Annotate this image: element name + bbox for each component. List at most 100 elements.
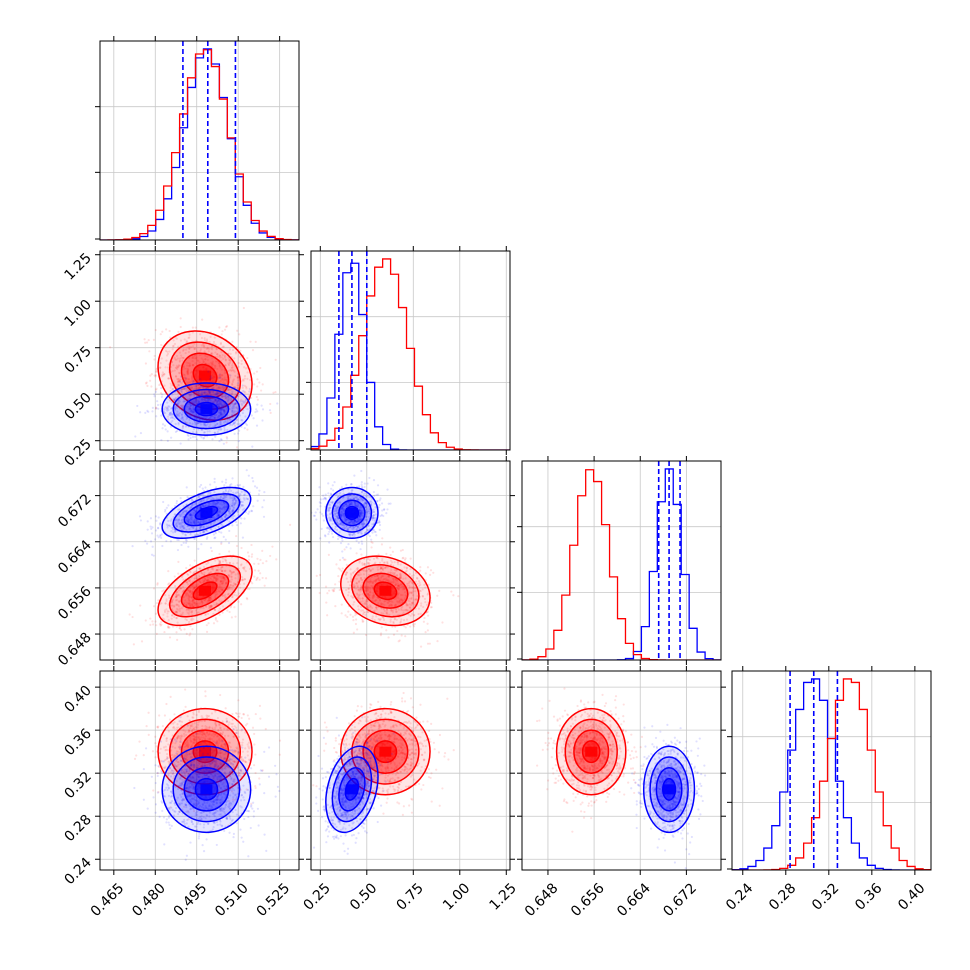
sample-point bbox=[242, 402, 245, 405]
sample-point bbox=[373, 494, 376, 497]
sample-point bbox=[220, 411, 223, 415]
sample-point bbox=[252, 505, 255, 508]
sample-point bbox=[168, 413, 171, 417]
sample-point bbox=[274, 358, 277, 361]
sample-point bbox=[219, 386, 222, 390]
sample-point bbox=[259, 558, 262, 561]
sample-point bbox=[154, 374, 157, 377]
sample-point bbox=[224, 582, 228, 585]
sample-point bbox=[194, 423, 197, 426]
sample-point bbox=[220, 407, 223, 411]
sample-point bbox=[220, 394, 223, 397]
sample-point bbox=[177, 389, 180, 392]
sample-point bbox=[221, 386, 224, 389]
sample-point bbox=[234, 374, 237, 378]
sample-point bbox=[221, 354, 224, 357]
sample-point bbox=[167, 504, 170, 507]
sample-point bbox=[155, 632, 158, 635]
sample-point bbox=[346, 615, 349, 619]
sample-point bbox=[255, 395, 258, 399]
sample-point bbox=[188, 333, 191, 336]
sample-point bbox=[186, 367, 190, 371]
sample-point bbox=[337, 575, 340, 578]
sample-point bbox=[227, 417, 230, 420]
sample-point bbox=[172, 344, 175, 347]
sample-point bbox=[207, 390, 210, 393]
sample-point bbox=[185, 387, 188, 390]
sample-point bbox=[217, 417, 220, 420]
sample-point bbox=[203, 398, 206, 401]
sample-point bbox=[235, 406, 238, 409]
sample-point bbox=[217, 381, 220, 384]
sample-point bbox=[187, 595, 190, 598]
sample-point bbox=[207, 398, 210, 401]
sample-point bbox=[241, 566, 245, 569]
sample-point bbox=[193, 415, 196, 418]
sample-point bbox=[191, 585, 194, 588]
sample-point bbox=[272, 391, 275, 394]
sample-point bbox=[215, 348, 218, 351]
sample-point bbox=[215, 392, 219, 395]
sample-point bbox=[221, 594, 224, 597]
sample-point bbox=[195, 415, 199, 418]
sample-point bbox=[190, 400, 193, 403]
sample-point bbox=[214, 592, 217, 595]
sample-point bbox=[401, 557, 404, 560]
sample-point bbox=[218, 405, 221, 408]
sample-point bbox=[239, 400, 242, 403]
sample-point bbox=[201, 600, 204, 604]
sample-point bbox=[218, 411, 222, 414]
sample-point bbox=[236, 410, 239, 413]
sample-point bbox=[254, 410, 257, 414]
sample-point bbox=[218, 364, 221, 367]
sample-point bbox=[209, 393, 212, 396]
sample-point bbox=[203, 419, 206, 422]
sample-point bbox=[146, 520, 149, 523]
sample-point bbox=[231, 379, 235, 382]
sample-point bbox=[191, 435, 195, 438]
sample-point bbox=[219, 413, 223, 416]
sample-point bbox=[189, 407, 192, 411]
sample-point bbox=[236, 376, 240, 379]
sample-point bbox=[201, 418, 204, 421]
sample-point bbox=[236, 382, 239, 385]
sample-point bbox=[242, 389, 245, 392]
sample-point bbox=[149, 623, 152, 627]
sample-point bbox=[237, 394, 240, 398]
sample-point bbox=[188, 395, 191, 398]
sample-point bbox=[159, 403, 162, 406]
sample-point bbox=[191, 590, 194, 593]
sample-point bbox=[175, 596, 178, 599]
sample-point bbox=[231, 423, 234, 426]
sample-point bbox=[175, 591, 178, 594]
sample-point bbox=[191, 355, 195, 358]
sample-point bbox=[224, 559, 227, 563]
sample-point bbox=[218, 354, 222, 357]
sample-point bbox=[156, 583, 159, 586]
sample-point bbox=[180, 408, 183, 411]
sample-point bbox=[221, 569, 224, 572]
sample-point bbox=[188, 407, 191, 410]
panel-2-1 bbox=[306, 456, 515, 665]
sample-point bbox=[208, 604, 211, 607]
sample-point bbox=[228, 376, 232, 379]
sample-point bbox=[220, 580, 223, 583]
sample-point bbox=[185, 601, 188, 604]
sample-point bbox=[343, 548, 346, 551]
sample-point bbox=[220, 406, 223, 409]
sample-point bbox=[158, 623, 162, 626]
sample-point bbox=[235, 534, 238, 538]
sample-point bbox=[184, 348, 188, 351]
sample-point bbox=[318, 573, 322, 577]
sample-point bbox=[213, 608, 217, 612]
sample-point bbox=[181, 611, 184, 614]
sample-point bbox=[190, 377, 193, 380]
sample-point bbox=[190, 611, 193, 614]
sample-point bbox=[215, 347, 218, 350]
sample-point bbox=[182, 349, 185, 352]
sample-point bbox=[222, 405, 225, 408]
sample-point bbox=[209, 390, 212, 393]
sample-point bbox=[241, 386, 244, 389]
sample-point bbox=[202, 343, 205, 346]
sample-point bbox=[227, 397, 230, 400]
